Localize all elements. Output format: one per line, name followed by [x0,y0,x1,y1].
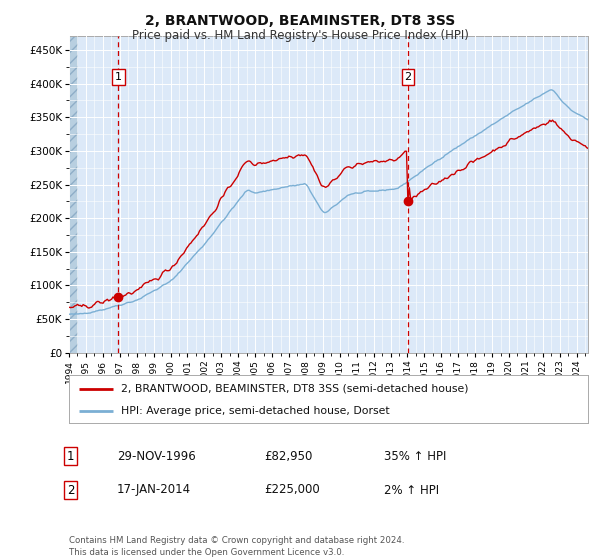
Text: £82,950: £82,950 [264,450,313,463]
Text: Contains HM Land Registry data © Crown copyright and database right 2024.
This d: Contains HM Land Registry data © Crown c… [69,536,404,557]
Text: HPI: Average price, semi-detached house, Dorset: HPI: Average price, semi-detached house,… [121,406,389,416]
FancyBboxPatch shape [69,36,79,353]
Text: 2, BRANTWOOD, BEAMINSTER, DT8 3SS: 2, BRANTWOOD, BEAMINSTER, DT8 3SS [145,14,455,28]
Text: 35% ↑ HPI: 35% ↑ HPI [384,450,446,463]
Text: 2: 2 [67,483,74,497]
Text: £225,000: £225,000 [264,483,320,497]
Text: 2% ↑ HPI: 2% ↑ HPI [384,483,439,497]
Text: 1: 1 [115,72,122,82]
Text: 2, BRANTWOOD, BEAMINSTER, DT8 3SS (semi-detached house): 2, BRANTWOOD, BEAMINSTER, DT8 3SS (semi-… [121,384,469,394]
Text: 29-NOV-1996: 29-NOV-1996 [117,450,196,463]
Text: 2: 2 [404,72,412,82]
Text: Price paid vs. HM Land Registry's House Price Index (HPI): Price paid vs. HM Land Registry's House … [131,29,469,42]
Text: 17-JAN-2014: 17-JAN-2014 [117,483,191,497]
Text: 1: 1 [67,450,74,463]
